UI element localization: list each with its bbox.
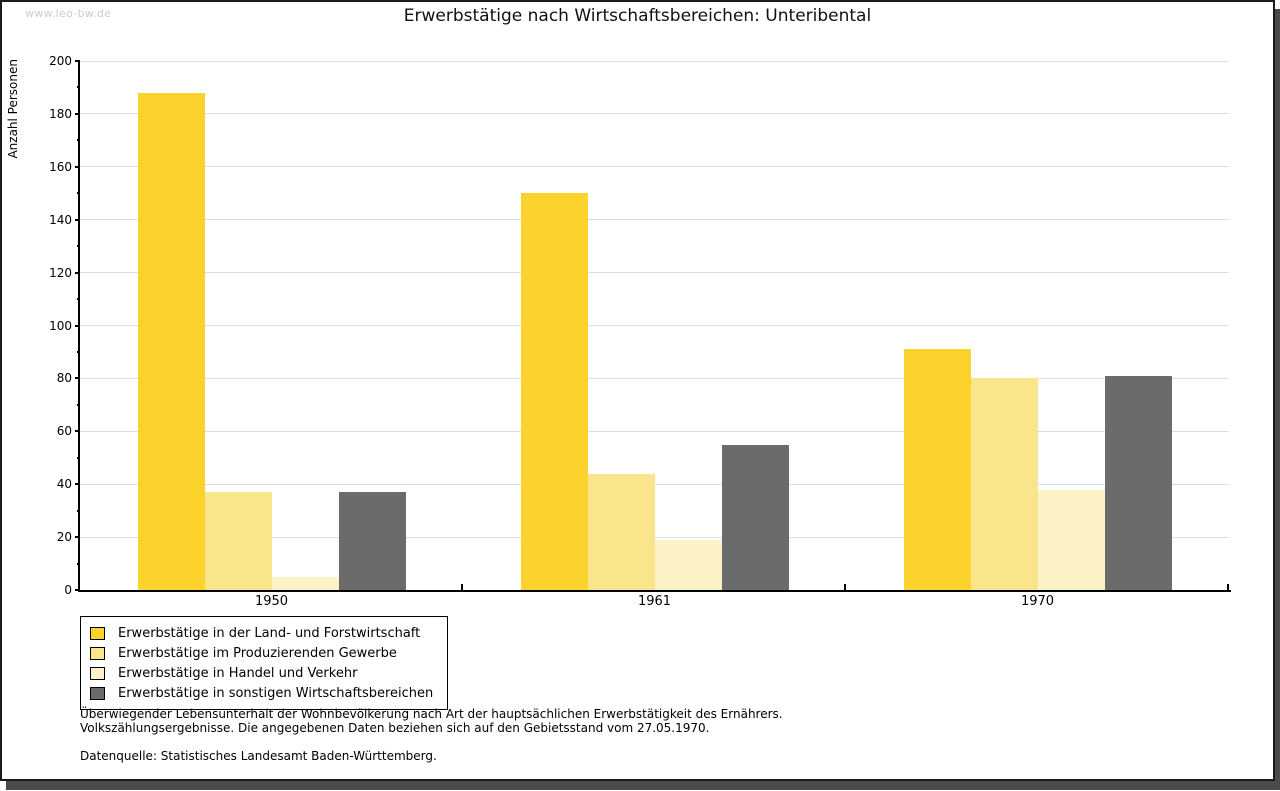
legend-swatch-icon [90,666,105,680]
y-tick-label: 80 [56,371,72,386]
bar-1950-series-2 [204,492,272,590]
legend-item: Erwerbstätige in sonstigen Wirtschaftsbe… [90,683,441,703]
bar-1970-series-3 [1037,489,1105,590]
y-tick-minor [77,509,80,512]
y-tick-label: 0 [64,583,72,597]
gridline [80,430,1229,432]
gridline [80,272,1229,274]
x-category-label: 1961 [637,594,672,609]
bar-1961-series-2 [587,473,655,590]
y-tick-major [75,165,80,168]
bar-1970-series-1 [903,349,971,590]
x-category-label: 1950 [254,594,289,609]
gridline [80,325,1229,326]
y-tick-minor [77,298,80,301]
x-axis-tick [461,584,463,590]
legend-swatch-icon [90,646,105,660]
bar-1961-series-1 [520,193,588,590]
x-axis-tick [844,584,846,590]
legend-item: Erwerbstätige im Produzierenden Gewerbe [90,643,441,663]
legend-item: Erwerbstätige in Handel und Verkehr [90,663,441,683]
legend-label: Erwerbstätige in der Land- und Forstwirt… [118,625,421,641]
watermark: www.leo-bw.de [25,7,112,20]
bar-1961-series-3 [654,539,722,590]
y-tick-label: 200 [49,54,72,68]
legend-label: Erwerbstätige in Handel und Verkehr [118,665,358,681]
footer-line-2: Volkszählungsergebnisse. Die angegebenen… [80,720,710,735]
data-source: Datenquelle: Statistisches Landesamt Bad… [80,749,437,763]
y-tick-label: 20 [56,530,72,545]
gridline [80,60,1229,62]
x-axis-tick [1227,584,1229,590]
gridline [80,166,1229,168]
y-tick-minor [77,86,80,89]
y-tick-label: 160 [49,159,72,174]
y-tick-minor [77,562,80,565]
plot-area [78,60,1231,592]
legend-swatch-icon [90,626,105,640]
legend-label: Erwerbstätige im Produzierenden Gewerbe [118,645,397,661]
x-category-label: 1970 [1020,594,1055,609]
y-tick-major [75,112,80,115]
y-tick-major [75,218,80,221]
y-tick-minor [77,139,80,142]
y-axis-label: Anzahl Personen [6,59,22,171]
y-tick-major [75,536,80,539]
y-tick-minor [77,403,80,406]
y-tick-major [75,589,80,591]
bar-1961-series-4 [721,444,789,590]
bar-1970-series-4 [1104,375,1172,590]
footer-notes: Überwiegender Lebensunterhalt der Wohnbe… [80,707,1180,764]
y-axis-label-text: Anzahl Personen [6,59,20,159]
legend-item: Erwerbstätige in der Land- und Forstwirt… [90,623,441,643]
gridline [80,113,1229,115]
y-tick-minor [77,192,80,195]
y-tick-major [75,483,80,486]
legend: Erwerbstätige in der Land- und Forstwirt… [80,616,448,710]
y-tick-label: 120 [49,265,72,280]
y-axis-line [78,61,80,592]
x-axis-line [78,590,1231,592]
bar-1970-series-2 [970,378,1038,590]
y-tick-label: 140 [49,212,72,227]
y-tick-label: 180 [49,106,72,121]
y-tick-major [75,60,80,62]
y-tick-minor [77,245,80,248]
y-tick-major [75,430,80,433]
legend-label: Erwerbstätige in sonstigen Wirtschaftsbe… [118,685,434,701]
gridline [80,483,1229,485]
chart-title: Erwerbstätige nach Wirtschaftsbereichen:… [403,6,872,26]
gridline [80,377,1229,379]
footer-line-1: Überwiegender Lebensunterhalt der Wohnbe… [80,707,783,721]
y-tick-major [75,377,80,380]
y-tick-minor [77,456,80,459]
y-tick-major [75,271,80,274]
y-tick-label: 60 [56,424,72,439]
bar-1950-series-3 [271,576,339,590]
y-tick-minor [77,350,80,353]
y-tick-label: 40 [56,477,72,492]
y-tick-label: 100 [49,318,72,333]
gridline [80,219,1229,221]
gridline [80,536,1229,538]
legend-swatch-icon [90,686,105,700]
bar-1950-series-4 [338,492,406,590]
bar-1950-series-1 [137,92,205,590]
y-tick-major [75,324,80,327]
